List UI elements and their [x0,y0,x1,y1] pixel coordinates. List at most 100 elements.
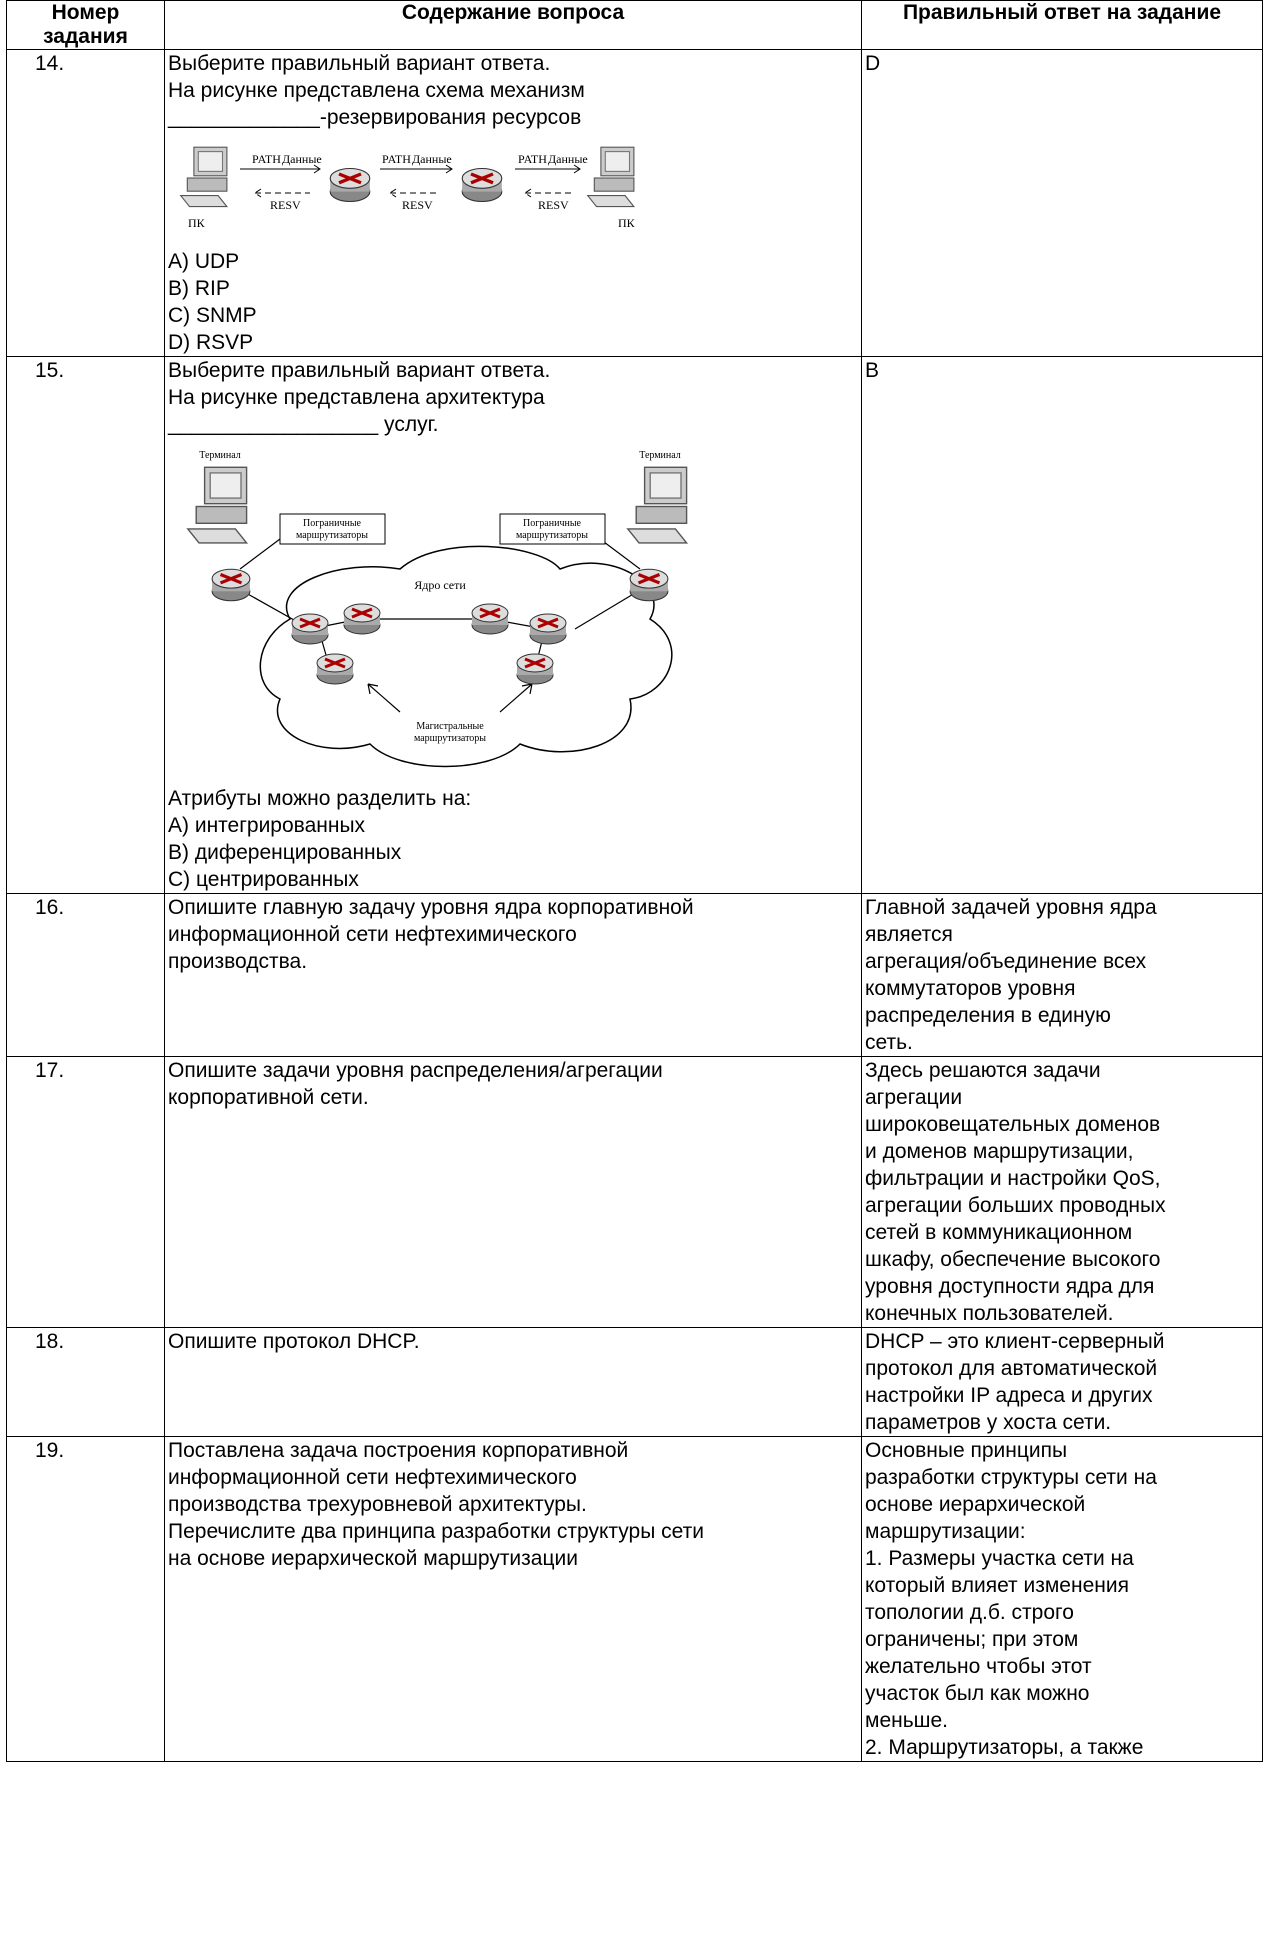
text-line: DHCP – это клиент-серверный [865,1330,1165,1353]
text-line: C) SNMP [168,304,257,327]
fig-label: Пограничные [303,518,362,529]
text-line: шкафу, обеспечение высокого [865,1248,1161,1271]
text-line: агрегации [865,1086,963,1109]
text-line: распределения в единую [865,1004,1111,1027]
text-line: меньше. [865,1709,949,1732]
text-line: Атрибуты можно разделить на: [168,787,472,810]
header-cell: Правильный ответ на задание [861,0,1263,50]
text-line: Основные принципы [865,1439,1068,1462]
task-number: 18. [6,1327,165,1437]
text-line: и доменов маршрутизации, [865,1140,1134,1163]
text-line: фильтрации и настройки QoS, [865,1167,1161,1190]
text-line: участок был как можно [865,1682,1090,1705]
text-line: разработки структуры сети на [865,1466,1157,1489]
text-line: сеть. [865,1031,913,1054]
text-line: B) диференцированных [168,841,402,864]
text-line: который влияет изменения [865,1574,1129,1597]
text-line: На рисунке представлена схема механизм [168,79,585,102]
fig-label: маршрутизаторы [414,733,486,744]
fig-label: Данные [548,152,588,166]
header-cell: Содержание вопроса [164,0,862,50]
text-line: топологии д.б. строго [865,1601,1074,1624]
fig-label: Пограничные [523,518,582,529]
figure-wrap: Терминал Терминал Пограничные маршрутиза… [168,438,858,785]
table-row: 17. Опишите задачи уровня распределения/а… [6,1056,1263,1328]
header-row: Номер задания Содержание вопроса Правиль… [6,0,1263,50]
text-line: Здесь решаются задачи [865,1059,1101,1082]
text-line: информационной сети нефтехимического [168,923,577,946]
text-line: агрегации больших проводных [865,1194,1166,1217]
table-row: 19. Поставлена задача построения корпорат… [6,1436,1263,1762]
fig-label: RESV [402,198,433,212]
text-line: D) RSVP [168,331,254,354]
answer-cell: B [861,356,1263,894]
text-line: _____________-резервирования ресурсов [168,106,582,129]
fig-label: RESV [270,198,301,212]
fig-label: RESV [538,198,569,212]
text-line: параметров у хоста сети. [865,1411,1112,1434]
task-number: 15. [6,356,165,894]
text-line: агрегация/объединение всех [865,950,1147,973]
text-line: широковещательных доменов [865,1113,1161,1136]
fig-label: Ядро сети [414,578,466,592]
fig-label: маршрутизаторы [296,530,368,541]
text-line: B) RIP [168,277,230,300]
question-cell: Выберите правильный вариант ответа. На ри… [164,356,862,894]
text-line: A) UDP [168,250,240,273]
text-line: конечных пользователей. [865,1302,1114,1325]
answer-cell: Основные принципы разработки структуры се… [861,1436,1263,1762]
text-line: A) интегрированных [168,814,366,837]
question-cell: Опишите протокол DHCP. [164,1327,862,1437]
figure-wrap: PATH Данные PATH Данные PATH Данные RESV… [168,131,858,248]
network-figure: Терминал Терминал Пограничные маршрутиза… [187,450,688,768]
text-line: 2. Маршрутизаторы, а также [865,1736,1144,1759]
task-number: 17. [6,1056,165,1328]
fig-label: Данные [282,152,322,166]
text-line: ограничены; при этом [865,1628,1079,1651]
table-row: 14. Выберите правильный вариант ответа. На… [6,49,1263,357]
fig-label: PATH [518,152,547,166]
table-row: 18. Опишите протокол DHCP. DHCP – это клие… [6,1327,1263,1437]
text-line: желательно чтобы этот [865,1655,1092,1678]
fig-label: PATH [382,152,411,166]
task-number: 14. [6,49,165,357]
question-cell: Выберите правильный вариант ответа. На ри… [164,49,862,357]
fig-label: Данные [412,152,452,166]
text-line: производства. [168,950,308,973]
answer-cell: Здесь решаются задачи агрегации широковеща… [861,1056,1263,1328]
text-line: настройки IP адреса и других [865,1384,1153,1407]
answer-table: Номер задания Содержание вопроса Правиль… [6,0,1263,1762]
text-line: Опишите задачи уровня распределения/агре… [168,1059,663,1082]
fig-label: маршрутизаторы [516,530,588,541]
text-line: На рисунке представлена архитектура [168,386,545,409]
fig-label: ПК [188,216,206,230]
question-cell: Опишите главную задачу уровня ядра корпо… [164,893,862,1057]
text-line: корпоративной сети. [168,1086,369,1109]
fig-label: Терминал [639,450,681,461]
fig-label: Терминал [199,450,241,461]
table-row: 16. Опишите главную задачу уровня ядра ко… [6,893,1263,1057]
text-line: производства трехуровневой архитектуры. [168,1493,587,1516]
answer-cell: D [861,49,1263,357]
text-line: 1. Размеры участка сети на [865,1547,1134,1570]
task-number: 16. [6,893,165,1057]
answer-cell: DHCP – это клиент-серверный протокол для … [861,1327,1263,1437]
fig-label: ПК [618,216,636,230]
text-line: на основе иерархической маршрутизации [168,1547,578,1570]
text-line: Опишите протокол DHCP. [168,1330,420,1353]
answer-cell: Главной задачей уровня ядра является агрег… [861,893,1263,1057]
text-line: сетей в коммуникационном [865,1221,1133,1244]
text-line: Выберите правильный вариант ответа. [168,359,551,382]
header-cell: Номер задания [6,0,165,50]
text-line: протокол для автоматической [865,1357,1158,1380]
rsvp-figure: PATH Данные PATH Данные PATH Данные RESV… [180,146,636,230]
question-cell: Опишите задачи уровня распределения/агре… [164,1056,862,1328]
text-line: Перечислите два принципа разработки стру… [168,1520,704,1543]
question-cell: Поставлена задача построения корпоративн… [164,1436,862,1762]
text-line: маршрутизации: [865,1520,1026,1543]
text-line: Поставлена задача построения корпоративн… [168,1439,629,1462]
table-row: 15. Выберите правильный вариант ответа. На… [6,356,1263,894]
fig-label: Магистральные [416,721,484,732]
text-line: уровня доступности ядра для [865,1275,1155,1298]
